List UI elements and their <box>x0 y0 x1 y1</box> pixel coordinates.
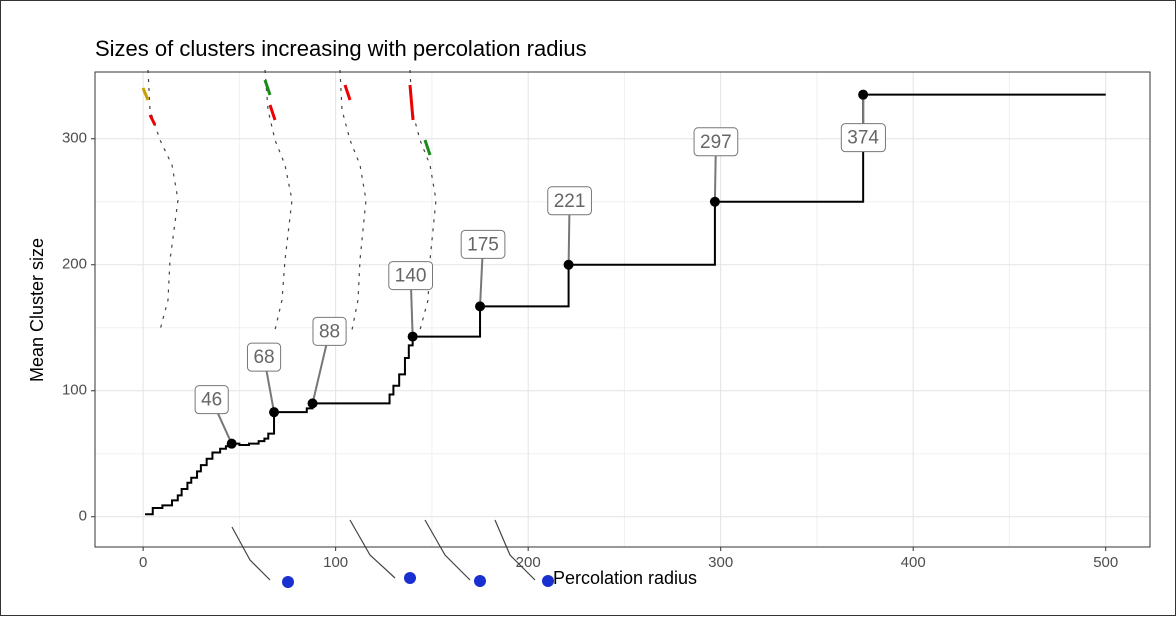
sketch-color <box>148 114 157 126</box>
point <box>407 331 418 342</box>
label-box <box>693 127 739 157</box>
x-tick-label: 100 <box>323 554 348 571</box>
sketch <box>231 526 271 581</box>
sketch <box>339 69 367 331</box>
point-label: 88 <box>319 321 340 342</box>
x-tick-label: 400 <box>901 554 926 571</box>
point-label: 221 <box>554 191 586 212</box>
point-label: 175 <box>467 234 499 255</box>
step-line <box>145 93 1106 516</box>
point-label: 46 <box>201 390 222 411</box>
sketch-color <box>343 84 352 101</box>
blob <box>282 576 294 588</box>
y-tick-label: 200 <box>62 256 87 273</box>
sketch <box>424 519 471 581</box>
y-tick-label: 0 <box>79 508 87 525</box>
sketch-color <box>408 84 415 121</box>
blob <box>542 575 554 587</box>
y-tick-label: 300 <box>62 130 87 147</box>
x-tick-label: 200 <box>516 554 541 571</box>
point <box>226 438 237 449</box>
blob <box>404 572 416 584</box>
label-box <box>194 385 229 415</box>
blob <box>474 575 486 587</box>
x-tick-label: 0 <box>139 554 147 571</box>
sketch <box>264 69 293 331</box>
y-axis-title: Mean Cluster size <box>27 238 47 382</box>
label-box <box>388 261 434 291</box>
sketch-color <box>423 139 432 156</box>
x-axis-title: Percolation radius <box>553 568 697 588</box>
point-label: 68 <box>253 347 274 368</box>
x-tick-label: 300 <box>708 554 733 571</box>
chart-title: Sizes of clusters increasing with percol… <box>95 36 587 61</box>
point <box>858 89 869 100</box>
point-label: 297 <box>700 132 732 153</box>
y-tick-label: 100 <box>62 382 87 399</box>
point <box>269 407 280 418</box>
point <box>709 196 720 207</box>
sketch <box>349 519 396 579</box>
sketch <box>494 519 536 581</box>
sketch-color <box>141 87 150 101</box>
x-tick-label: 500 <box>1093 554 1118 571</box>
point <box>563 259 574 270</box>
sketch-color <box>268 104 277 121</box>
point <box>475 301 486 312</box>
label-box <box>547 186 592 216</box>
panel-border <box>94 71 1151 548</box>
point-label: 374 <box>847 128 879 149</box>
point-label: 140 <box>395 266 427 287</box>
label-box <box>312 316 347 346</box>
point <box>307 398 318 409</box>
label-box <box>460 229 506 259</box>
label-box <box>246 342 282 372</box>
decoration <box>141 69 554 588</box>
label-box <box>840 123 886 153</box>
sketch-color <box>263 79 272 96</box>
